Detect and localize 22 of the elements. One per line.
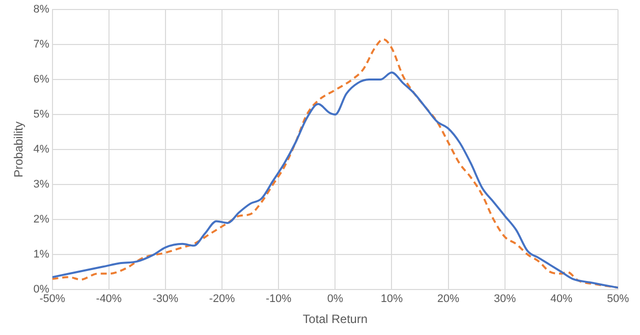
y-axis-title: Probability	[12, 121, 26, 178]
y-tick-label: 2%	[33, 213, 50, 226]
y-tick-label: 1%	[33, 248, 50, 260]
x-tick-label: 10%	[380, 293, 403, 306]
y-tick-label: 6%	[33, 74, 50, 86]
y-tick-label: 5%	[33, 108, 50, 121]
x-tick-label: -10%	[266, 293, 292, 306]
y-tick-label: 3%	[33, 178, 50, 191]
y-tick-label: 8%	[33, 4, 50, 16]
x-tick-label: 50%	[606, 293, 630, 306]
x-tick-label: 0%	[327, 293, 344, 306]
x-tick-label: -20%	[209, 293, 236, 306]
x-tick-label: -50%	[39, 293, 66, 306]
x-tick-label: -30%	[152, 293, 178, 306]
x-tick-label: 20%	[437, 293, 460, 306]
x-axis-title: Total Return	[302, 312, 368, 326]
x-tick-label: 30%	[494, 293, 516, 306]
x-tick-label: -40%	[96, 293, 122, 306]
y-tick-label: 7%	[33, 38, 50, 51]
y-tick-label: 0%	[33, 283, 50, 296]
x-tick-label: 40%	[550, 293, 573, 306]
y-tick-label: 4%	[33, 144, 50, 156]
